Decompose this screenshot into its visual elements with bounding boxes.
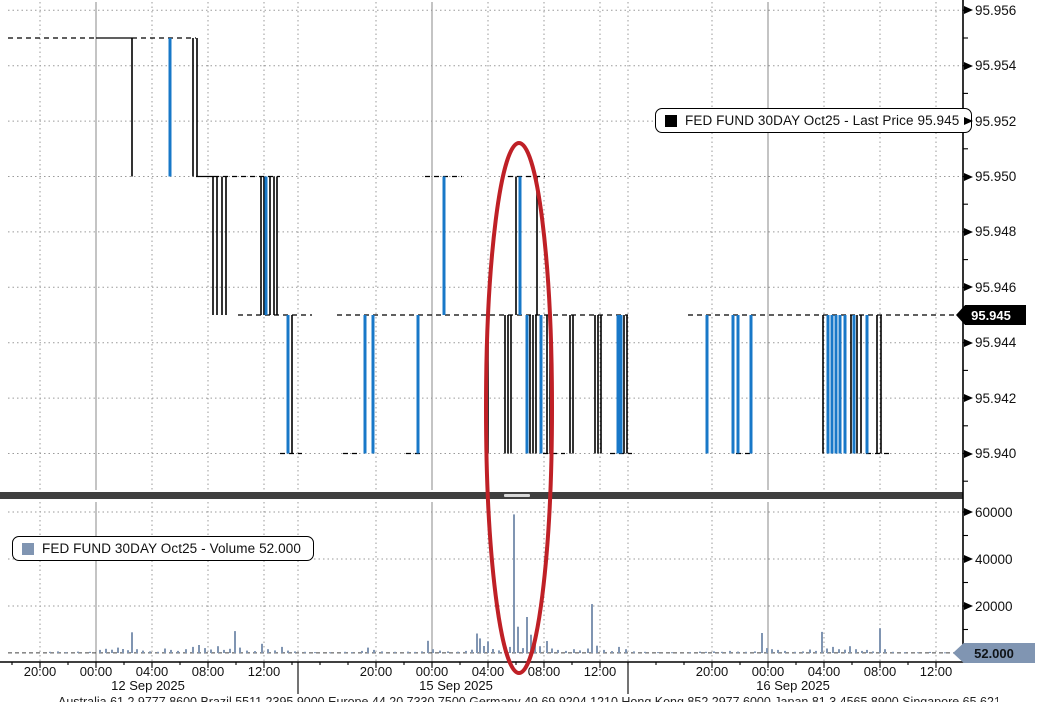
volume-axis-tick-text: 40000 [975,551,1013,567]
tick-arrow-icon [964,555,973,563]
tick-arrow-icon [964,6,973,15]
tick-arrow-icon [964,449,973,458]
price-axis-tick-text: 95.956 [975,2,1017,18]
price-series-swatch [665,114,677,127]
date-axis-label: 15 Sep 2025 [419,678,493,693]
time-axis-tick: 00:00 [415,664,449,679]
tick-arrow-icon [964,394,973,403]
terminal-footer: Australia 61 2 9777 8600 Brazil 5511 239… [58,695,998,702]
price-axis-tick: 95.948 [964,224,1016,240]
time-axis-tick: 04:00 [807,664,841,679]
time-axis-tick: 12:00 [247,664,281,679]
volume-series-swatch [22,542,34,555]
time-axis-tick: 08:00 [863,664,897,679]
last-price-badge: 95.945 [956,305,1026,325]
volume-series-label: FED FUND 30DAY Oct25 - Volume 52.000 [42,541,301,556]
price-axis-tick: 95.942 [964,390,1016,406]
tick-arrow-icon [964,602,973,610]
date-axis-label: 16 Sep 2025 [756,678,830,693]
price-axis-tick: 95.956 [964,2,1016,18]
price-axis-tick: 95.946 [964,279,1016,295]
price-axis-tick-text: 95.952 [975,113,1017,129]
volume-axis-tick-text: 60000 [975,504,1013,520]
last-volume-value: 52.000 [974,645,1014,661]
last-price-value: 95.945 [971,307,1011,323]
time-axis-tick: 20:00 [359,664,393,679]
price-bars [131,38,882,454]
tick-arrow-icon [964,172,973,181]
time-axis-tick: 12:00 [583,664,617,679]
panel-resize-handle[interactable] [504,494,530,497]
price-axis-tick: 95.944 [964,335,1016,351]
volume-axis-tick: 40000 [964,551,1013,567]
date-axis-label: 12 Sep 2025 [111,678,185,693]
time-axis-tick: 08:00 [527,664,561,679]
price-axis-tick: 95.950 [964,169,1016,185]
price-axis-tick-text: 95.942 [975,390,1017,406]
tick-arrow-icon [964,283,973,292]
tick-arrow-icon [964,338,973,347]
tick-arrow-icon [964,61,973,70]
time-axis-tick: 00:00 [79,664,113,679]
volume-series-legend[interactable]: FED FUND 30DAY Oct25 - Volume 52.000 [12,536,314,561]
tick-arrow-icon [964,508,973,516]
terminal-footer-text: Australia 61 2 9777 8600 Brazil 5511 239… [58,695,998,702]
price-axis-tick: 95.954 [964,58,1016,74]
time-axis-tick: 20:00 [23,664,57,679]
price-axis-tick-text: 95.940 [975,446,1017,461]
price-series-label: FED FUND 30DAY Oct25 - Last Price 95.945 [685,113,960,128]
volume-axis-tick-text: 20000 [975,598,1013,614]
price-axis-tick-text: 95.948 [975,224,1017,240]
panel-divider [0,492,963,499]
price-axis-tick-text: 95.944 [975,335,1017,351]
time-axis-tick: 20:00 [695,664,729,679]
price-series-legend[interactable]: FED FUND 30DAY Oct25 - Last Price 95.945 [655,108,973,133]
price-axis-tick-text: 95.946 [975,279,1017,295]
price-axis-tick: 95.940 [964,446,1016,462]
volume-axis-tick: 20000 [964,598,1013,614]
time-axis-tick: 00:00 [751,664,785,679]
annotation-ellipse[interactable] [484,141,554,675]
last-volume-badge: 52.000 [953,643,1035,663]
price-axis-tick: 95.952 [964,113,1016,129]
time-axis-tick: 04:00 [135,664,169,679]
tick-arrow-icon [964,117,973,126]
time-axis-tick: 08:00 [191,664,225,679]
time-axis-tick: 12:00 [919,664,953,679]
price-axis-tick-text: 95.950 [975,169,1017,184]
time-axis-tick: 04:00 [471,664,505,679]
volume-axis-tick: 60000 [964,504,1013,520]
tick-arrow-icon [964,227,973,236]
price-axis-tick-text: 95.954 [975,58,1017,74]
